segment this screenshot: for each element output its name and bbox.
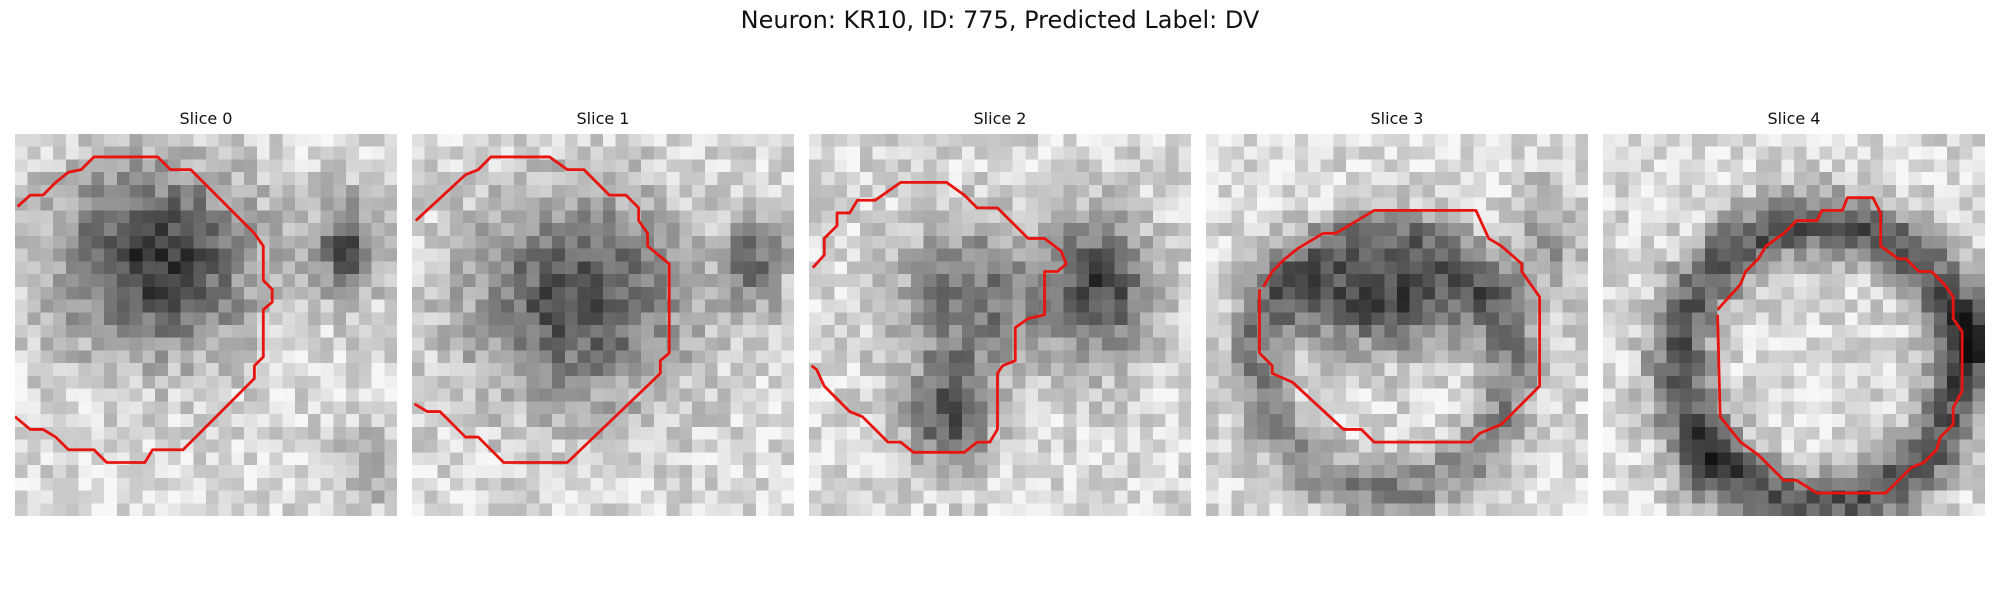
micrograph-pixels [809,134,1191,516]
slice-panel-4: Slice 4 [1603,108,1985,516]
slice-title-1: Slice 1 [576,109,630,128]
slice-image-4 [1603,134,1985,516]
slice-panel-2: Slice 2 [809,108,1191,516]
micrograph-pixels [412,134,794,516]
segmentation-contour [413,155,671,464]
figure-title: Neuron: KR10, ID: 775, Predicted Label: … [740,6,1260,34]
slice-image-0 [15,134,397,516]
slice-title-4: Slice 4 [1767,109,1821,128]
micrograph-pixels [1603,134,1985,516]
slice-panel-0: Slice 0 [15,108,397,516]
slice-panel-3: Slice 3 [1206,108,1588,516]
segmentation-contour [1258,208,1542,444]
segmentation-contour [1716,196,1964,495]
slice-image-2 [809,134,1191,516]
slice-image-3 [1206,134,1588,516]
micrograph-pixels [1206,134,1588,516]
slice-title-2: Slice 2 [973,109,1027,128]
segmentation-contour [810,180,1068,454]
slice-title-3: Slice 3 [1370,109,1424,128]
micrograph-pixels [15,134,397,516]
segmentation-contour [15,155,274,464]
slice-image-1 [412,134,794,516]
slice-title-0: Slice 0 [179,109,233,128]
slice-panel-1: Slice 1 [412,108,794,516]
